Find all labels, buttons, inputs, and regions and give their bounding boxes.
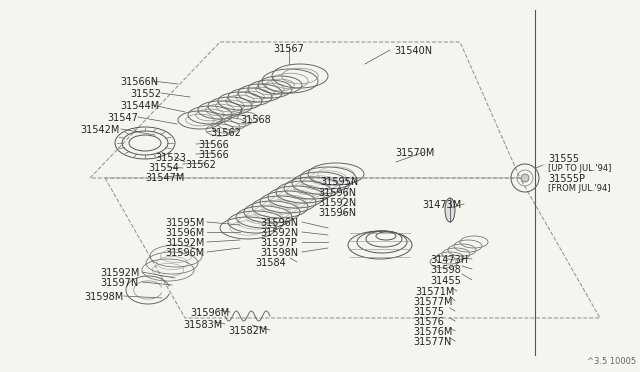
- Text: 31473M: 31473M: [422, 200, 461, 210]
- Text: 31568: 31568: [240, 115, 271, 125]
- Text: 31523: 31523: [155, 153, 186, 163]
- Text: 31555P: 31555P: [548, 174, 585, 184]
- Text: 31455: 31455: [430, 276, 461, 286]
- Text: 31566: 31566: [198, 150, 228, 160]
- Text: 31582M: 31582M: [228, 326, 268, 336]
- Ellipse shape: [521, 174, 529, 182]
- Text: 31577M: 31577M: [413, 297, 452, 307]
- Text: 31562: 31562: [185, 160, 216, 170]
- Text: 31567: 31567: [273, 44, 305, 54]
- Text: 31547: 31547: [107, 113, 138, 123]
- Text: 31576: 31576: [413, 317, 444, 327]
- Text: 31566N: 31566N: [120, 77, 158, 87]
- Text: 31577N: 31577N: [413, 337, 451, 347]
- Text: 31555: 31555: [548, 154, 579, 164]
- Text: 31598: 31598: [430, 265, 461, 275]
- Text: 31575: 31575: [413, 307, 444, 317]
- Text: 31473H: 31473H: [430, 255, 468, 265]
- Text: 31596M: 31596M: [165, 248, 204, 258]
- Text: 31547M: 31547M: [145, 173, 184, 183]
- Text: 31597N: 31597N: [100, 278, 138, 288]
- Text: 31592N: 31592N: [318, 198, 356, 208]
- Text: 31570M: 31570M: [395, 148, 435, 158]
- Text: 31552: 31552: [130, 89, 161, 99]
- Text: [FROM JUL.'94]: [FROM JUL.'94]: [548, 184, 611, 193]
- Text: 31566: 31566: [198, 140, 228, 150]
- Text: 31571M: 31571M: [415, 287, 454, 297]
- Text: 31540N: 31540N: [394, 46, 432, 56]
- Text: 31596N: 31596N: [260, 218, 298, 228]
- Text: ^3.5 10005: ^3.5 10005: [587, 357, 636, 366]
- Text: 31596M: 31596M: [165, 228, 204, 238]
- Text: 31544M: 31544M: [120, 101, 159, 111]
- Ellipse shape: [445, 198, 455, 222]
- Text: 31596M: 31596M: [190, 308, 229, 318]
- Text: 31595N: 31595N: [320, 177, 358, 187]
- Text: 31595M: 31595M: [165, 218, 204, 228]
- Text: 31597P: 31597P: [260, 238, 297, 248]
- Text: 31584: 31584: [255, 258, 285, 268]
- Text: 31598N: 31598N: [260, 248, 298, 258]
- Text: 31562: 31562: [210, 128, 241, 138]
- Text: 31596N: 31596N: [318, 188, 356, 198]
- Text: 31592M: 31592M: [100, 268, 140, 278]
- Text: 31592M: 31592M: [165, 238, 204, 248]
- Text: 31542M: 31542M: [80, 125, 120, 135]
- Text: 31576M: 31576M: [413, 327, 452, 337]
- Text: 31583M: 31583M: [183, 320, 222, 330]
- Text: 31596N: 31596N: [318, 208, 356, 218]
- Text: 31598M: 31598M: [84, 292, 124, 302]
- Text: 31554: 31554: [148, 163, 179, 173]
- Text: [UP TO JUL.'94]: [UP TO JUL.'94]: [548, 164, 611, 173]
- Text: 31592N: 31592N: [260, 228, 298, 238]
